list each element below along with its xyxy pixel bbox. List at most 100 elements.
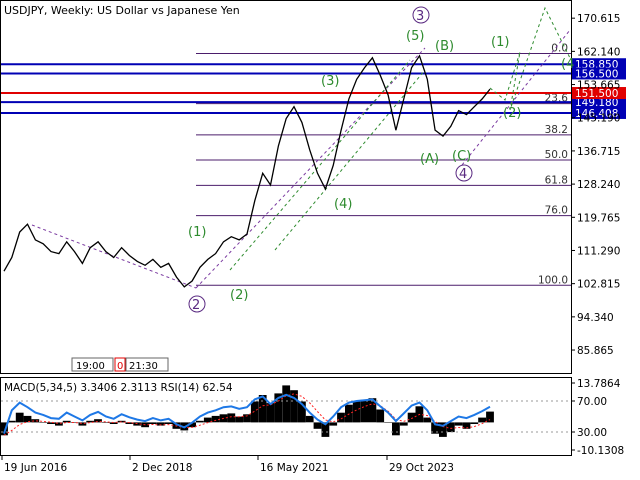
price-level-label: 149.180 bbox=[575, 97, 618, 109]
y-tick-label: 153.665 bbox=[577, 80, 620, 92]
wave-label: (A) bbox=[420, 152, 439, 167]
trend-line-left bbox=[31, 224, 197, 289]
indicator-panel-border bbox=[0, 377, 572, 456]
macd-bar bbox=[7, 420, 16, 423]
indicator-tick-label: 70.00 bbox=[577, 396, 607, 408]
wave-label: (4) bbox=[334, 197, 352, 212]
macd-bar bbox=[454, 422, 463, 426]
time-marker: 0 bbox=[117, 361, 123, 372]
price-level-tag bbox=[572, 58, 626, 71]
wave-label: (C) bbox=[452, 149, 471, 164]
macd-bar bbox=[446, 422, 455, 433]
macd-bar bbox=[0, 422, 8, 436]
wave-label: (1) bbox=[188, 225, 206, 240]
macd-bar bbox=[31, 419, 40, 423]
price-level-tag bbox=[572, 67, 626, 80]
main-panel-border bbox=[0, 0, 572, 374]
wave-label: (3) bbox=[321, 74, 339, 89]
macd-bar bbox=[439, 422, 447, 437]
macd-bar bbox=[329, 422, 338, 426]
macd-bar bbox=[423, 417, 432, 423]
price-level-layer bbox=[1, 63, 571, 114]
macd-bar bbox=[211, 415, 220, 423]
y-tick-label: 111.290 bbox=[577, 245, 620, 257]
wave-label: (B) bbox=[435, 39, 454, 54]
macd-signal-line bbox=[3, 393, 491, 436]
macd-bar bbox=[337, 412, 345, 423]
wave-labels: (1) (2) (3) (4) (5) (A) (B) (C) (1) (2) … bbox=[188, 29, 574, 303]
macd-bar bbox=[478, 417, 486, 423]
price-level-label: 146.408 bbox=[575, 108, 618, 120]
wave-label-major: 3 bbox=[416, 9, 424, 24]
macd-bar bbox=[250, 401, 259, 423]
chart-title: USDJPY, Weekly: US Dollar vs Japanese Ye… bbox=[4, 4, 240, 17]
macd-bar bbox=[94, 419, 102, 423]
trend-line-right bbox=[461, 29, 571, 166]
macd-bar bbox=[47, 422, 55, 424]
macd-bar bbox=[352, 401, 361, 423]
fib-label: 38.2 bbox=[545, 124, 568, 136]
trend-line-main-lower bbox=[195, 47, 426, 289]
macd-bar bbox=[149, 422, 157, 424]
price-line bbox=[3, 54, 491, 288]
trend-line-green-upper bbox=[229, 59, 411, 271]
macd-bar bbox=[431, 422, 439, 434]
x-tick-label: 29 Oct 2023 bbox=[389, 462, 454, 474]
wave-label: (2) bbox=[503, 106, 521, 121]
macd-bar bbox=[266, 403, 275, 423]
fib-label: 76.0 bbox=[545, 205, 568, 217]
macd-bar bbox=[23, 415, 32, 423]
time-marker: 21:30 bbox=[129, 361, 158, 372]
x-tick-label: 16 May 2021 bbox=[260, 462, 328, 474]
x-tick-label: 2 Dec 2018 bbox=[132, 462, 192, 474]
price-level-tag bbox=[572, 96, 626, 109]
macd-bar bbox=[274, 393, 283, 423]
macd-bar bbox=[486, 411, 494, 423]
price-level-label-red: 151.500 bbox=[575, 88, 618, 100]
y-tick-label: 136.715 bbox=[577, 146, 620, 158]
macd-bar bbox=[376, 409, 385, 423]
macd-bar bbox=[399, 422, 408, 426]
price-layer bbox=[3, 54, 491, 288]
time-markers: 19:00 0 21:30 bbox=[71, 357, 169, 372]
macd-bar bbox=[188, 422, 196, 428]
macd-bar bbox=[102, 422, 110, 423]
y-tick-label: 119.765 bbox=[577, 212, 620, 224]
macd-bar bbox=[196, 420, 204, 423]
macd-bar bbox=[55, 422, 63, 426]
macd-bar bbox=[321, 422, 330, 437]
y-tick-label: 170.615 bbox=[577, 13, 620, 25]
fib-label: 50.0 bbox=[545, 149, 568, 161]
wave-label-major: 2 bbox=[192, 298, 200, 313]
wave-circle bbox=[412, 6, 430, 24]
macd-bar bbox=[368, 398, 377, 423]
fib-label: 0.0 bbox=[551, 42, 568, 54]
macd-bar bbox=[235, 416, 243, 423]
wave-label: (4 bbox=[561, 57, 574, 72]
y-tick-label: 85.865 bbox=[577, 345, 614, 357]
macd-bar bbox=[243, 414, 251, 423]
macd-bar bbox=[470, 422, 479, 424]
macd-bar bbox=[282, 385, 291, 423]
wave-labels-major: 2 3 4 bbox=[188, 6, 473, 313]
macd-bar bbox=[298, 401, 306, 423]
macd-bar bbox=[39, 422, 48, 423]
wave-circle bbox=[455, 164, 473, 182]
y-tick-label: 162.140 bbox=[577, 46, 620, 58]
wave-channel-layer bbox=[31, 6, 572, 289]
wave-label-major: 4 bbox=[459, 167, 467, 182]
time-marker-box bbox=[71, 357, 114, 372]
macd-bar bbox=[164, 422, 173, 424]
macd-bar bbox=[407, 412, 416, 423]
macd-bar bbox=[360, 399, 369, 423]
macd-bar bbox=[258, 395, 267, 423]
macd-bar bbox=[125, 422, 134, 424]
time-marker: 19:00 bbox=[76, 361, 105, 372]
indicator-layer bbox=[0, 385, 571, 437]
indicator-label: MACD(5,34,5) 3.3406 2.3113 RSI(14) 62.54 bbox=[4, 382, 233, 394]
macd-bar bbox=[384, 422, 392, 423]
indicator-tick-label: 30.00 bbox=[577, 427, 607, 439]
macd-bar bbox=[70, 422, 79, 423]
